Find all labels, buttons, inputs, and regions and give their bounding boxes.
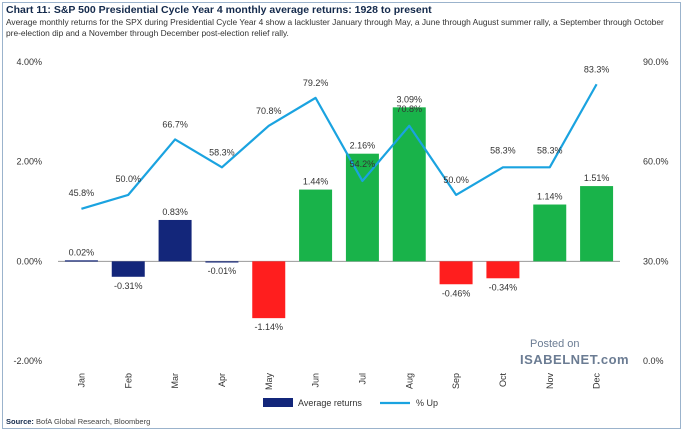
x-tick-label-dec: Dec bbox=[592, 373, 602, 390]
bar-label-jan: 0.02% bbox=[69, 247, 95, 257]
bar-jun bbox=[299, 189, 333, 262]
legend-label-average-returns: Average returns bbox=[298, 398, 362, 408]
line-label-jan: 45.8% bbox=[69, 188, 95, 198]
bar-apr bbox=[205, 261, 239, 263]
bar-feb bbox=[111, 261, 145, 277]
x-tick-label-feb: Feb bbox=[123, 373, 133, 389]
bar-jan bbox=[64, 260, 98, 262]
bar-label-oct: -0.34% bbox=[489, 282, 518, 292]
line-label-jul: 54.2% bbox=[350, 159, 376, 169]
line-label-mar: 66.7% bbox=[162, 119, 188, 129]
bar-nov bbox=[533, 204, 567, 262]
watermark-site: ISABELNET.com bbox=[520, 352, 630, 367]
bar-jul bbox=[345, 153, 379, 262]
bar-aug bbox=[392, 107, 426, 262]
bar-label-jun: 1.44% bbox=[303, 177, 329, 187]
bar-dec bbox=[580, 186, 614, 262]
y-left-tick-label: 4.00% bbox=[16, 57, 42, 67]
y-right-tick-label: 0.0% bbox=[643, 356, 664, 366]
line-label-apr: 58.3% bbox=[209, 147, 235, 157]
y-left-tick-label: 0.00% bbox=[16, 256, 42, 266]
bar-label-aug: 3.09% bbox=[396, 94, 422, 104]
line-label-may: 70.8% bbox=[256, 106, 282, 116]
bar-mar bbox=[158, 219, 192, 262]
legend-swatch-average-returns bbox=[263, 398, 293, 407]
y-right-tick-label: 30.0% bbox=[643, 256, 669, 266]
bar-label-jul: 2.16% bbox=[350, 141, 376, 151]
source-label: Source: bbox=[6, 417, 34, 426]
source-note: Source: BofA Global Research, Bloomberg bbox=[6, 417, 150, 426]
y-left-tick-label: 2.00% bbox=[16, 157, 42, 167]
watermark: Posted on ISABELNET.com bbox=[520, 338, 629, 367]
chart-title: Chart 11: S&P 500 Presidential Cycle Yea… bbox=[6, 4, 432, 16]
line-label-jun: 79.2% bbox=[303, 78, 329, 88]
x-tick-label-sep: Sep bbox=[451, 373, 461, 389]
x-tick-label-jan: Jan bbox=[76, 373, 86, 388]
y-right-tick-label: 90.0% bbox=[643, 57, 669, 67]
bar-oct bbox=[486, 261, 520, 279]
y-right-tick-label: 60.0% bbox=[643, 157, 669, 167]
bar-label-nov: 1.14% bbox=[537, 192, 563, 202]
bar-label-apr: -0.01% bbox=[208, 266, 237, 276]
line-label-feb: 50.0% bbox=[115, 174, 141, 184]
bar-label-may: -1.14% bbox=[254, 322, 283, 332]
legend-label-pct-up: % Up bbox=[416, 398, 438, 408]
x-tick-label-jul: Jul bbox=[357, 373, 367, 385]
bar-label-feb: -0.31% bbox=[114, 281, 143, 291]
chart-frame bbox=[2, 2, 681, 429]
x-tick-label-apr: Apr bbox=[217, 373, 227, 387]
line-label-oct: 58.3% bbox=[490, 145, 516, 155]
source-text: BofA Global Research, Bloomberg bbox=[36, 417, 151, 426]
x-tick-label-aug: Aug bbox=[404, 373, 414, 389]
chart-subtitle: Average monthly returns for the SPX duri… bbox=[6, 17, 664, 38]
line-label-aug: 70.8% bbox=[396, 104, 422, 114]
x-tick-label-may: May bbox=[264, 373, 274, 391]
bar-may bbox=[252, 261, 286, 319]
watermark-posted: Posted on bbox=[530, 338, 580, 350]
bar-sep bbox=[439, 261, 473, 285]
x-tick-label-mar: Mar bbox=[170, 373, 180, 389]
x-tick-label-oct: Oct bbox=[498, 373, 508, 388]
bar-label-sep: -0.46% bbox=[442, 288, 471, 298]
line-label-dec: 83.3% bbox=[584, 64, 610, 74]
x-tick-label-jun: Jun bbox=[311, 373, 321, 388]
x-tick-label-nov: Nov bbox=[545, 373, 555, 390]
line-label-sep: 50.0% bbox=[443, 175, 469, 185]
y-left-tick-label: -2.00% bbox=[13, 356, 42, 366]
bar-label-dec: 1.51% bbox=[584, 173, 610, 183]
pct-up-line bbox=[81, 83, 598, 210]
bar-label-mar: 0.83% bbox=[162, 207, 188, 217]
line-label-nov: 58.3% bbox=[537, 145, 563, 155]
